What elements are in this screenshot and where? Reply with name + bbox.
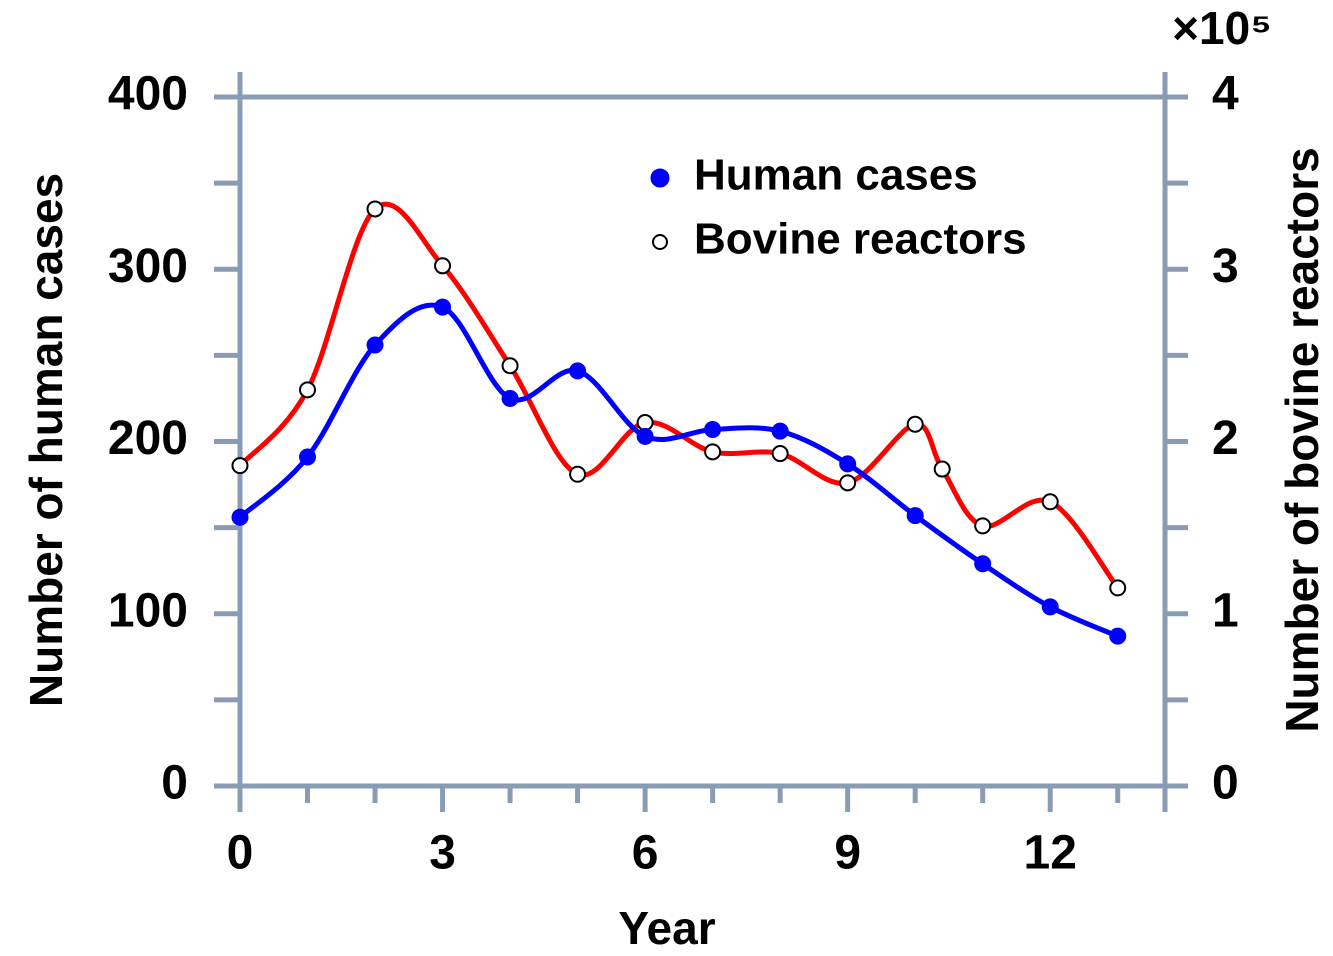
data-point bbox=[1109, 627, 1127, 645]
data-point bbox=[636, 427, 654, 445]
data-point bbox=[434, 257, 452, 275]
data-point bbox=[366, 200, 384, 218]
legend-marker bbox=[650, 168, 670, 188]
y2-tick-label: 0 bbox=[1212, 757, 1239, 810]
data-point bbox=[231, 508, 249, 526]
data-point bbox=[501, 389, 519, 407]
data-point bbox=[906, 507, 924, 525]
y-tick-label: 400 bbox=[108, 68, 188, 121]
y2-axis-title: Number of bovine reactors bbox=[1276, 147, 1328, 732]
legend-label: Bovine reactors bbox=[694, 215, 1027, 264]
data-point bbox=[704, 420, 722, 438]
x-tick-label: 3 bbox=[429, 827, 456, 880]
data-point bbox=[1041, 493, 1059, 511]
data-point bbox=[299, 381, 317, 399]
y2-tick-label: 4 bbox=[1212, 68, 1239, 121]
data-point bbox=[569, 465, 587, 483]
y-axis-title: Number of human cases bbox=[20, 173, 72, 707]
x-axis-title: Year bbox=[618, 902, 715, 954]
x-tick-label: 6 bbox=[632, 827, 659, 880]
data-point bbox=[231, 457, 249, 475]
y2-tick-label: 1 bbox=[1212, 584, 1239, 637]
data-point bbox=[501, 357, 519, 375]
y2-tick-label: 3 bbox=[1212, 240, 1239, 293]
data-point bbox=[771, 445, 789, 463]
data-point bbox=[366, 336, 384, 354]
data-point bbox=[906, 415, 924, 433]
x-tick-label: 9 bbox=[834, 827, 861, 880]
data-point bbox=[974, 555, 992, 573]
data-point bbox=[771, 422, 789, 440]
x-tick-label: 12 bbox=[1024, 827, 1077, 880]
y2-multiplier: ×10⁵ bbox=[1172, 2, 1272, 54]
y-tick-label: 0 bbox=[161, 757, 188, 810]
data-point bbox=[839, 474, 857, 492]
data-point bbox=[636, 414, 654, 432]
y-tick-label: 300 bbox=[108, 240, 188, 293]
data-point bbox=[933, 460, 951, 478]
data-point bbox=[974, 517, 992, 535]
data-point bbox=[1109, 579, 1127, 597]
y2-tick-label: 2 bbox=[1212, 412, 1239, 465]
legend-label: Human cases bbox=[694, 151, 978, 200]
data-point bbox=[704, 443, 722, 461]
y-tick-label: 100 bbox=[108, 584, 188, 637]
data-point bbox=[299, 448, 317, 466]
legend-marker bbox=[652, 234, 668, 250]
data-point bbox=[434, 298, 452, 316]
x-tick-label: 0 bbox=[227, 827, 254, 880]
data-point bbox=[569, 362, 587, 380]
data-point bbox=[1041, 598, 1059, 616]
data-point bbox=[839, 455, 857, 473]
y-tick-label: 200 bbox=[108, 412, 188, 465]
series-line bbox=[238, 302, 1119, 639]
